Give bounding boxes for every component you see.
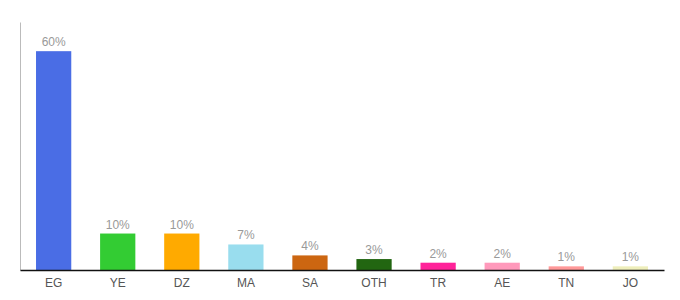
- bar: [485, 263, 520, 270]
- x-tick: AE: [494, 270, 510, 290]
- data-label: 1%: [622, 250, 640, 264]
- data-label: 3%: [365, 243, 383, 257]
- data-label: 10%: [106, 218, 130, 232]
- x-tick: DZ: [174, 270, 190, 290]
- bar: [36, 51, 71, 270]
- x-tick-label: MA: [237, 276, 255, 290]
- plot: EG YE DZ MA SA OTH TR AE TN JO 60% 10% 10% 7% 4% 3% 2% 2%…: [21, 23, 665, 290]
- x-tick-label: JO: [623, 276, 638, 290]
- x-tick-label: EG: [45, 276, 62, 290]
- data-label: 2%: [429, 247, 447, 261]
- bar: [356, 259, 391, 270]
- x-tick-label: AE: [494, 276, 510, 290]
- bar: [549, 266, 584, 270]
- x-tick: OTH: [361, 270, 386, 290]
- x-tick-label: SA: [302, 276, 318, 290]
- x-tick-label: TN: [558, 276, 574, 290]
- data-label: 10%: [170, 218, 194, 232]
- data-label: 1%: [558, 250, 576, 264]
- y-axis: [20, 23, 21, 271]
- bar: [613, 266, 648, 270]
- x-tick: TR: [430, 270, 446, 290]
- x-tick: MA: [237, 270, 255, 290]
- bar: [164, 234, 199, 270]
- data-label: 2%: [494, 247, 512, 261]
- bar: [100, 234, 135, 270]
- bar: [292, 255, 327, 270]
- x-tick: YE: [110, 270, 126, 290]
- x-tick: EG: [45, 270, 62, 290]
- bar: [420, 263, 455, 270]
- x-axis-line: [21, 270, 665, 272]
- data-label: 4%: [301, 239, 319, 253]
- chart: EG YE DZ MA SA OTH TR AE TN JO 60% 10% 10% 7% 4% 3% 2% 2%…: [0, 0, 680, 300]
- x-tick-label: YE: [110, 276, 126, 290]
- data-label: 7%: [237, 228, 255, 242]
- x-axis: EG YE DZ MA SA OTH TR AE TN JO: [21, 270, 665, 290]
- x-tick: SA: [302, 270, 318, 290]
- y-axis-line: [20, 23, 21, 271]
- bar: [228, 244, 263, 270]
- x-tick-label: OTH: [361, 276, 386, 290]
- x-tick: JO: [623, 270, 638, 290]
- x-tick-label: DZ: [174, 276, 190, 290]
- x-tick-label: TR: [430, 276, 446, 290]
- data-labels: 60% 10% 10% 7% 4% 3% 2% 2% 1% 1%: [42, 35, 640, 264]
- data-label: 60%: [42, 35, 66, 49]
- x-tick: TN: [558, 270, 574, 290]
- bars: [36, 51, 648, 270]
